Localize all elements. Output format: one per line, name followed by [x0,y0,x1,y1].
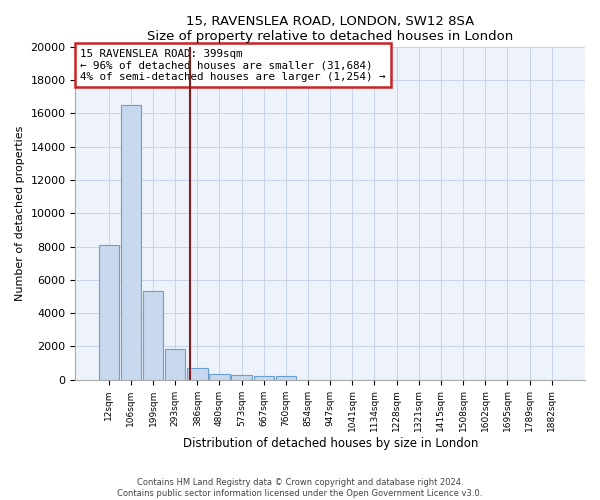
Text: Contains HM Land Registry data © Crown copyright and database right 2024.
Contai: Contains HM Land Registry data © Crown c… [118,478,482,498]
Bar [232,375,252,380]
Title: 15, RAVENSLEA ROAD, LONDON, SW12 8SA
Size of property relative to detached house: 15, RAVENSLEA ROAD, LONDON, SW12 8SA Siz… [147,15,514,43]
Bar [143,292,163,380]
Text: 15 RAVENSLEA ROAD: 399sqm
← 96% of detached houses are smaller (31,684)
4% of se: 15 RAVENSLEA ROAD: 399sqm ← 96% of detac… [80,48,386,82]
Bar [209,374,230,380]
Bar [254,376,274,380]
Bar [187,368,208,380]
Bar [276,376,296,380]
Bar [98,245,119,380]
Y-axis label: Number of detached properties: Number of detached properties [15,126,25,301]
Bar [165,349,185,380]
Bar [121,105,141,380]
X-axis label: Distribution of detached houses by size in London: Distribution of detached houses by size … [182,437,478,450]
